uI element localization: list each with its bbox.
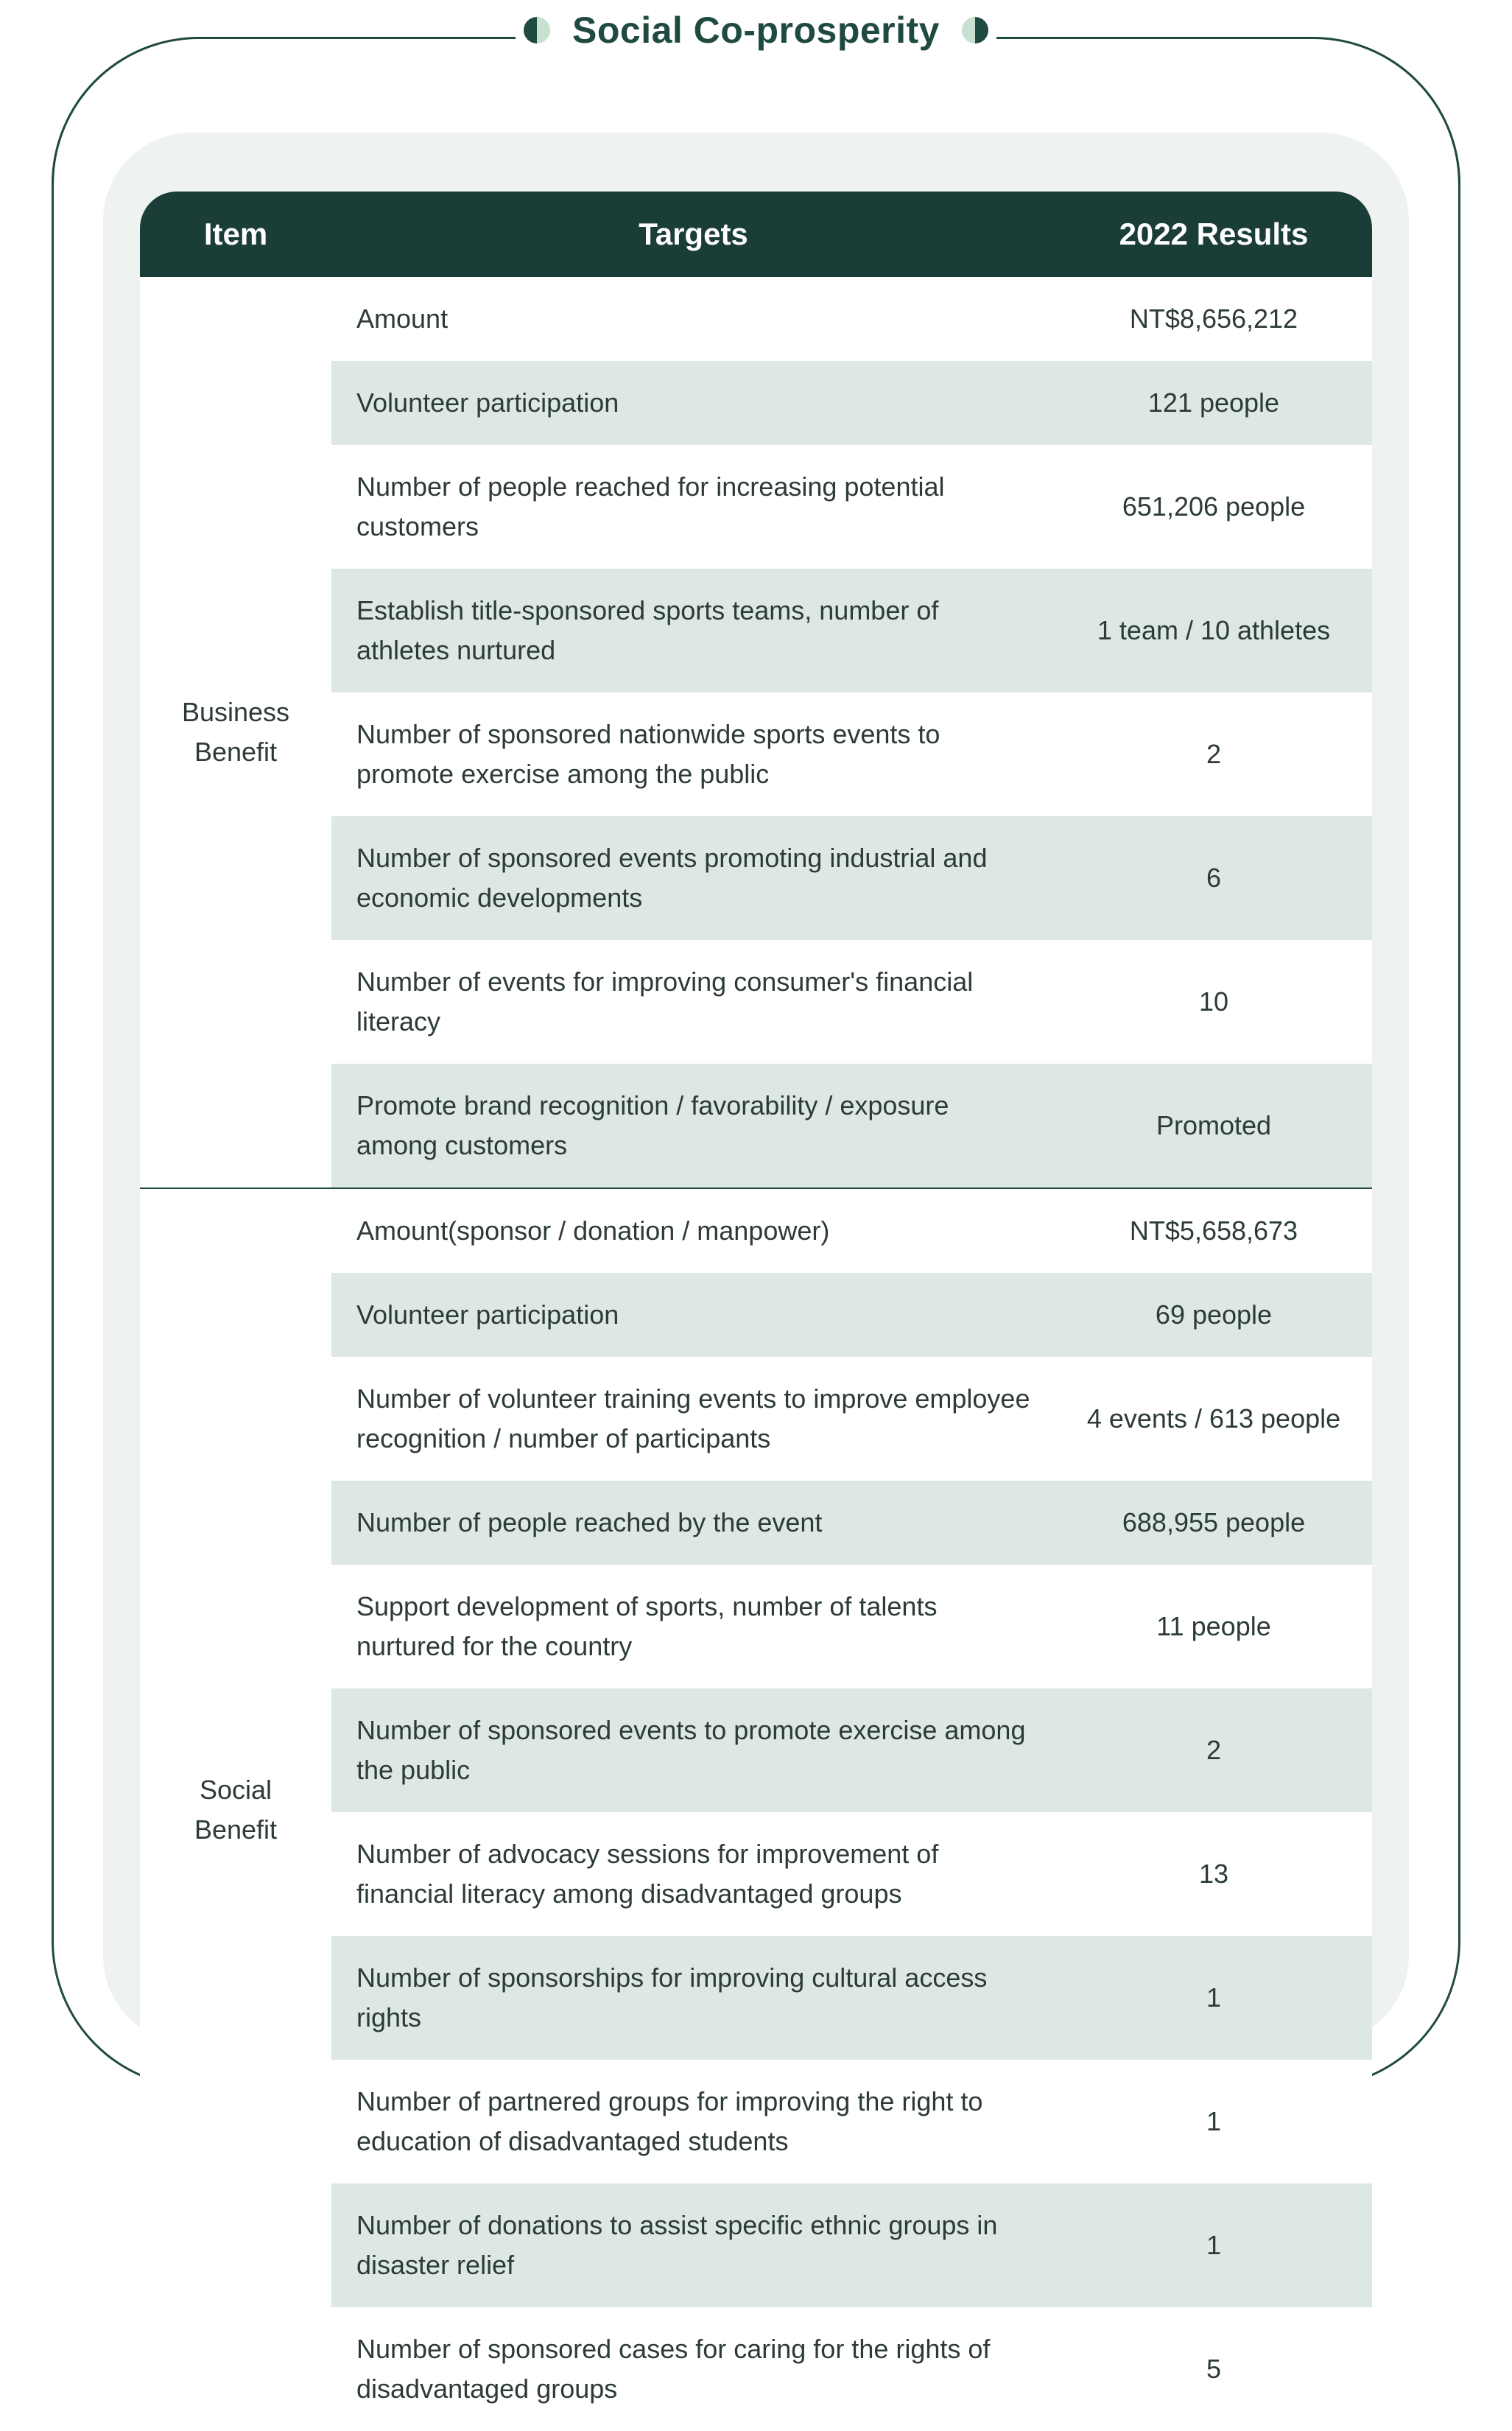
results-table-wrap: Item Targets 2022 Results BusinessBenefi… [140,192,1372,2431]
target-cell: Number of people reached by the event [331,1481,1055,1565]
target-cell: Number of partnered groups for improving… [331,2060,1055,2183]
target-cell: Number of advocacy sessions for improvem… [331,1812,1055,1936]
result-cell: 10 [1055,940,1372,1064]
target-cell: Volunteer participation [331,361,1055,445]
result-cell: NT$5,658,673 [1055,1188,1372,1273]
target-cell: Establish title-sponsored sports teams, … [331,569,1055,692]
result-cell: 69 people [1055,1273,1372,1357]
item-cell: SocialBenefit [140,1188,331,2431]
item-cell: BusinessBenefit [140,277,331,1188]
target-cell: Number of donations to assist specific e… [331,2183,1055,2307]
target-cell: Number of sponsored events to promote ex… [331,1688,1055,1812]
result-cell: 121 people [1055,361,1372,445]
page-title: Social Co-prosperity [572,9,940,52]
ornament-dot-left-icon [524,17,550,43]
target-cell: Number of sponsorships for improving cul… [331,1936,1055,2060]
result-cell: 651,206 people [1055,445,1372,569]
target-cell: Support development of sports, number of… [331,1565,1055,1688]
result-cell: 5 [1055,2307,1372,2431]
result-cell: 6 [1055,816,1372,940]
result-cell: 13 [1055,1812,1372,1936]
target-cell: Number of people reached for increasing … [331,445,1055,569]
result-cell: NT$8,656,212 [1055,277,1372,361]
result-cell: 1 [1055,2183,1372,2307]
ornament-dot-right-icon [962,17,988,43]
result-cell: 1 [1055,1936,1372,2060]
table-row: SocialBenefitAmount(sponsor / donation /… [140,1188,1372,1273]
result-cell: 2 [1055,692,1372,816]
target-cell: Volunteer participation [331,1273,1055,1357]
col-header-targets: Targets [331,192,1055,277]
results-table: Item Targets 2022 Results BusinessBenefi… [140,192,1372,2431]
table-header-row: Item Targets 2022 Results [140,192,1372,277]
col-header-item: Item [140,192,331,277]
result-cell: Promoted [1055,1064,1372,1188]
col-header-results: 2022 Results [1055,192,1372,277]
target-cell: Amount(sponsor / donation / manpower) [331,1188,1055,1273]
result-cell: 4 events / 613 people [1055,1357,1372,1481]
target-cell: Number of sponsored cases for caring for… [331,2307,1055,2431]
target-cell: Promote brand recognition / favorability… [331,1064,1055,1188]
target-cell: Number of events for improving consumer'… [331,940,1055,1064]
result-cell: 11 people [1055,1565,1372,1688]
target-cell: Number of sponsored nationwide sports ev… [331,692,1055,816]
target-cell: Number of sponsored events promoting ind… [331,816,1055,940]
table-row: BusinessBenefitAmountNT$8,656,212 [140,277,1372,361]
result-cell: 2 [1055,1688,1372,1812]
target-cell: Number of volunteer training events to i… [331,1357,1055,1481]
result-cell: 1 team / 10 athletes [1055,569,1372,692]
result-cell: 1 [1055,2060,1372,2183]
page-title-wrap: Social Co-prosperity [0,9,1512,52]
target-cell: Amount [331,277,1055,361]
result-cell: 688,955 people [1055,1481,1372,1565]
